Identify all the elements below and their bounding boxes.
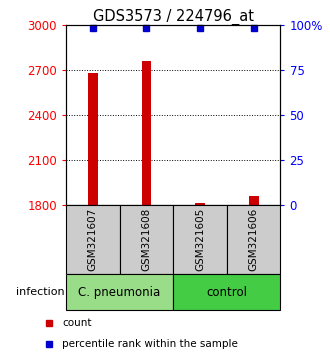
Bar bbox=[88, 73, 98, 205]
Text: infection: infection bbox=[16, 287, 65, 297]
Text: GSM321607: GSM321607 bbox=[88, 208, 98, 272]
Bar bbox=[195, 203, 205, 205]
Bar bbox=[119, 205, 173, 274]
Bar bbox=[66, 205, 119, 274]
Text: percentile rank within the sample: percentile rank within the sample bbox=[62, 339, 238, 349]
Text: count: count bbox=[62, 318, 91, 328]
Bar bbox=[66, 274, 173, 310]
Bar bbox=[173, 274, 280, 310]
Text: GSM321605: GSM321605 bbox=[195, 208, 205, 272]
Text: C. pneumonia: C. pneumonia bbox=[79, 286, 161, 298]
Text: GSM321606: GSM321606 bbox=[249, 208, 259, 272]
Title: GDS3573 / 224796_at: GDS3573 / 224796_at bbox=[93, 8, 254, 25]
Text: control: control bbox=[206, 286, 248, 298]
Bar bbox=[173, 205, 227, 274]
Bar bbox=[249, 196, 258, 205]
Bar bbox=[142, 61, 151, 205]
Bar bbox=[227, 205, 280, 274]
Text: GSM321608: GSM321608 bbox=[142, 208, 151, 272]
